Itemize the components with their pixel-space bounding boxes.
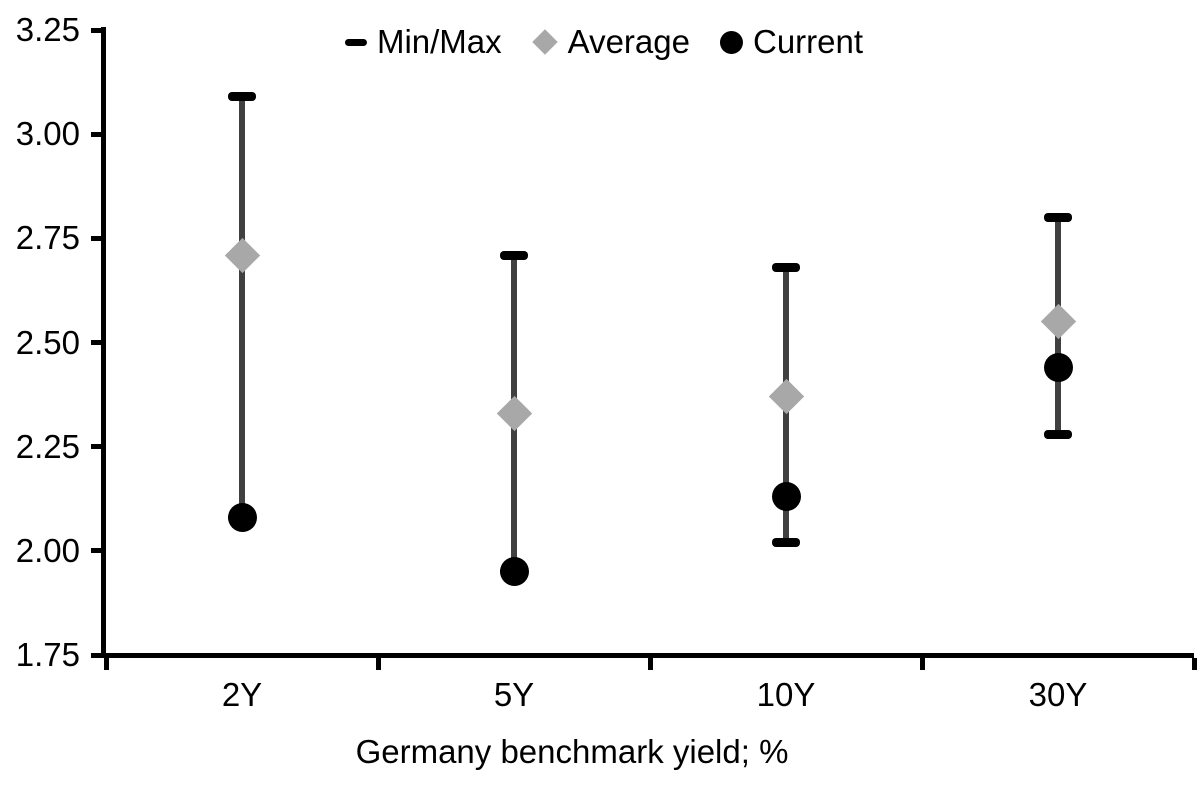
max-cap-marker — [500, 250, 528, 260]
average-diamond-marker — [1040, 303, 1076, 340]
y-tick-label: 2.00 — [15, 531, 80, 569]
y-tick-label: 1.75 — [15, 636, 80, 673]
y-tick-mark — [91, 131, 101, 137]
y-tick-label: 2.25 — [15, 427, 80, 465]
y-tick-mark — [91, 27, 101, 33]
legend-label: Min/Max — [376, 23, 502, 60]
average-diamond-shape — [1040, 303, 1076, 340]
x-tick-label: 2Y — [221, 676, 263, 713]
max-cap-marker — [228, 92, 256, 102]
range-line — [239, 96, 245, 518]
average-diamond-marker — [224, 237, 260, 273]
current-circle-marker — [227, 503, 257, 532]
legend: Min/Max Average Current — [344, 22, 864, 62]
legend-item: Current — [719, 22, 864, 62]
min-cap-marker — [1044, 429, 1072, 439]
y-tick-label: 3.00 — [15, 115, 80, 153]
average-diamond-icon — [531, 29, 558, 55]
y-tick-label: 2.50 — [15, 323, 80, 361]
current-circle-marker — [499, 557, 529, 587]
x-axis-line — [101, 653, 1194, 658]
average-diamond-shape — [224, 237, 260, 273]
x-tick-mark — [647, 658, 653, 670]
average-diamond-marker — [768, 378, 804, 415]
average-diamond-icon-shape — [531, 29, 558, 55]
current-circle-marker — [771, 482, 801, 512]
y-tick-mark — [91, 235, 101, 241]
y-tick-mark — [91, 444, 101, 450]
legend-item: Min/Max — [344, 22, 502, 62]
minmax-dash-icon — [344, 38, 367, 46]
average-diamond-marker — [496, 395, 532, 432]
average-diamond-shape — [768, 378, 804, 415]
max-cap-marker — [772, 263, 800, 272]
y-tick-label: 2.75 — [15, 219, 80, 257]
current-circle-icon — [719, 30, 743, 54]
x-axis-title: Germany benchmark yield; % — [355, 733, 789, 770]
current-circle-marker — [1043, 353, 1073, 382]
y-tick-label: 3.25 — [15, 11, 80, 48]
x-tick-label: 5Y — [493, 676, 535, 713]
x-tick-mark — [1191, 658, 1197, 670]
y-axis-line — [101, 27, 106, 658]
max-cap-marker — [1044, 213, 1072, 222]
y-tick-mark — [91, 340, 101, 345]
average-diamond-shape — [496, 395, 532, 432]
x-tick-mark — [375, 658, 381, 670]
x-tick-mark — [919, 658, 925, 670]
y-tick-mark — [91, 652, 101, 658]
y-tick-mark — [91, 548, 101, 554]
legend-item: Average — [531, 22, 690, 62]
x-tick-label: 10Y — [756, 676, 816, 713]
x-tick-label: 30Y — [1028, 676, 1088, 713]
legend-label: Current — [752, 23, 864, 60]
x-tick-mark — [103, 658, 109, 670]
legend-label: Average — [567, 23, 690, 60]
min-cap-marker — [772, 538, 800, 547]
